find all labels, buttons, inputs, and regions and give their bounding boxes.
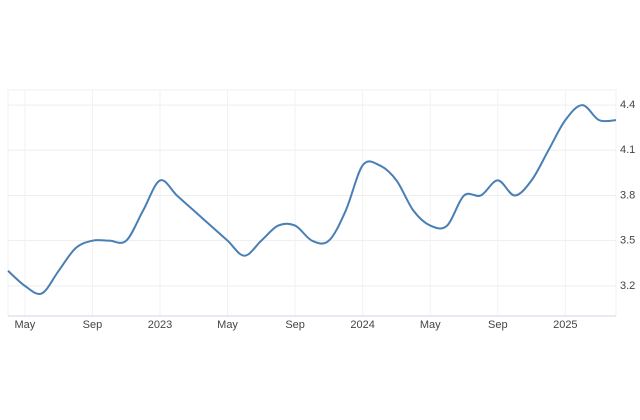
y-tick-label: 3.2 [620, 280, 635, 292]
y-tick-label: 4.1 [620, 144, 635, 156]
plot-area [7, 89, 617, 317]
x-tick-label: Sep [285, 319, 305, 331]
x-tick-label: Sep [83, 319, 103, 331]
x-tick-label: Sep [488, 319, 508, 331]
x-tick-label: 2024 [350, 319, 374, 331]
x-tick-label: 2025 [553, 319, 577, 331]
y-tick-label: 3.8 [620, 189, 635, 201]
x-tick-label: May [420, 319, 441, 331]
data-line [7, 104, 617, 295]
y-tick-label: 3.5 [620, 235, 635, 247]
x-tick-label: May [217, 319, 238, 331]
x-tick-label: 2023 [148, 319, 172, 331]
x-tick-label: May [14, 319, 35, 331]
y-tick-label: 4.4 [620, 99, 635, 111]
